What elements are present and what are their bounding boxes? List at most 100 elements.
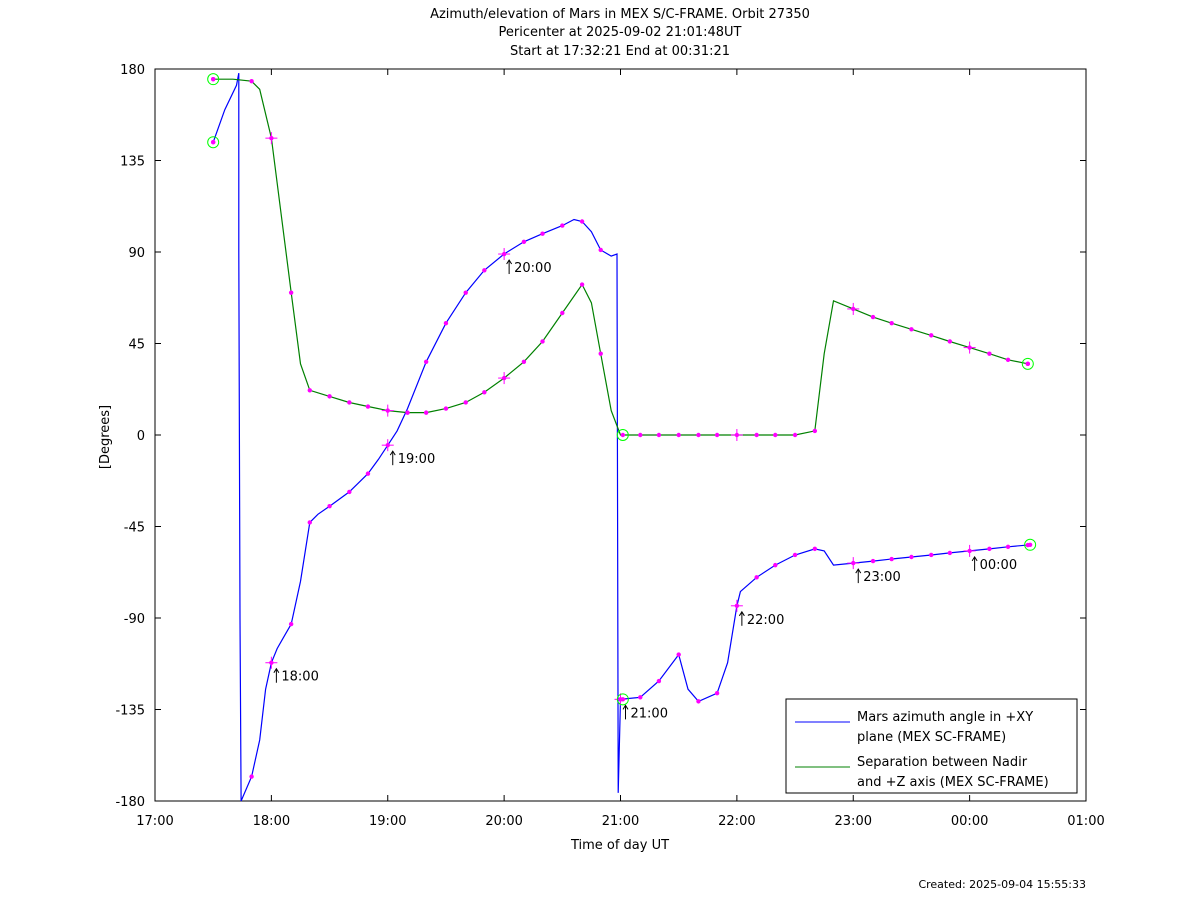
data-point-marker [385, 408, 390, 413]
y-tick-label: -180 [115, 795, 145, 810]
data-point-marker [463, 400, 468, 405]
legend-label-separation-line-2: and +Z axis (MEX SC-FRAME) [857, 775, 1049, 790]
data-point-marker [347, 489, 352, 495]
data-point-marker [443, 320, 449, 326]
hour-annotation-label: 23:00 [863, 570, 900, 585]
data-point-marker [1025, 361, 1031, 367]
y-tick-label: -45 [124, 521, 145, 536]
title-line-1: Azimuth/elevation of Mars in MEX S/C-FRA… [430, 7, 810, 22]
data-point-marker [754, 432, 759, 438]
hour-annotation-label: 19:00 [398, 452, 435, 467]
data-point-marker [792, 432, 798, 438]
data-point-marker [734, 603, 740, 608]
data-point-marker [656, 678, 662, 684]
data-point-marker [598, 351, 603, 356]
data-point-marker [307, 388, 312, 393]
data-point-marker [947, 550, 953, 556]
data-point-marker [676, 652, 681, 657]
data-point-marker [423, 359, 429, 364]
data-point-marker [579, 219, 585, 224]
legend-label-separation-line-1: Separation between Nadir [857, 755, 1028, 770]
data-point-marker [482, 390, 487, 395]
event-circle-marker [1024, 538, 1037, 551]
x-tick-label: 17:00 [136, 814, 173, 829]
data-point-marker [249, 774, 254, 779]
data-point-marker [288, 290, 294, 295]
y-axis-label: [Degrees] [98, 405, 113, 469]
hour-annotation-label: 21:00 [631, 706, 668, 721]
event-circle-marker [1021, 357, 1034, 370]
data-point-marker [714, 432, 720, 438]
data-point-marker [598, 247, 603, 253]
y-tick-label: 45 [128, 338, 145, 353]
hour-annotation-arrow [971, 555, 978, 562]
data-point-marker [929, 333, 934, 338]
x-axis-label: Time of day UT [570, 838, 669, 853]
event-circle-marker [207, 73, 220, 86]
hour-annotation-arrow [506, 259, 513, 265]
event-circle-marker [616, 429, 629, 441]
data-point-marker [210, 76, 216, 82]
data-point-marker [792, 552, 798, 558]
data-point-marker [812, 546, 818, 552]
x-tick-label: 20:00 [485, 814, 522, 829]
data-point-marker [870, 314, 876, 320]
data-point-marker [385, 442, 390, 448]
data-point-marker [889, 556, 894, 562]
data-point-marker [443, 406, 449, 411]
data-point-marker [638, 695, 643, 700]
data-point-marker [423, 410, 429, 415]
data-point-marker [947, 339, 953, 344]
hour-annotation-label: 20:00 [514, 261, 551, 276]
y-tick-label: 135 [120, 155, 145, 170]
hour-annotation-label: 22:00 [747, 613, 784, 628]
data-point-marker [851, 560, 856, 566]
legend-box [785, 698, 1078, 794]
data-point-marker [307, 520, 312, 525]
legend-label-azimuth-line-2: plane (MEX SC-FRAME) [857, 730, 1006, 745]
data-point-marker [870, 558, 876, 564]
data-point-marker [288, 621, 294, 627]
data-point-marker [405, 410, 410, 415]
hour-annotation-arrow [273, 667, 280, 673]
hour-annotation-arrow [622, 704, 629, 710]
data-point-marker [696, 699, 701, 704]
data-point-marker [540, 231, 545, 236]
title-line-2: Pericenter at 2025-09-02 21:01:48UT [498, 25, 741, 40]
x-axis: 17:00 18:00 19:00 20:00 21:00 22:00 23:00 00:00… [136, 69, 1105, 829]
data-point-marker [521, 359, 527, 364]
x-tick-label: 01:00 [1067, 814, 1104, 829]
data-point-marker [501, 251, 507, 257]
data-point-marker [560, 310, 565, 316]
data-point-marker [482, 268, 487, 273]
data-point-marker [696, 432, 701, 438]
x-tick-label: 21:00 [602, 814, 639, 829]
series-line-separation [213, 78, 1028, 436]
data-point-marker [909, 554, 914, 560]
data-point-marker [889, 320, 894, 326]
y-tick-label: -90 [124, 612, 145, 627]
data-point-marker [676, 432, 681, 438]
data-point-marker [210, 140, 216, 145]
y-axis: 180 135 90 45 0 -45 -90 -135 -180 [115, 63, 1086, 810]
y-tick-label: 180 [120, 63, 145, 78]
y-tick-label: -135 [115, 704, 145, 719]
x-tick-label: 23:00 [835, 814, 872, 829]
legend-label-azimuth-line-1: Mars azimuth angle in +XY [857, 710, 1033, 725]
data-point-marker [754, 575, 759, 580]
x-tick-label: 19:00 [369, 814, 406, 829]
data-point-marker [347, 400, 352, 405]
data-point-marker [638, 432, 643, 438]
hour-annotation-arrow [738, 610, 745, 617]
x-tick-label: 22:00 [718, 814, 755, 829]
data-point-marker [620, 697, 626, 702]
x-tick-label: 18:00 [253, 814, 290, 829]
data-point-marker [463, 290, 468, 295]
data-point-marker [620, 432, 626, 438]
y-tick-label: 90 [128, 246, 145, 261]
y-tick-label: 0 [137, 429, 145, 444]
hour-annotation-label: 18:00 [281, 670, 318, 685]
event-circle-marker [207, 136, 220, 149]
data-point-marker [249, 79, 254, 84]
